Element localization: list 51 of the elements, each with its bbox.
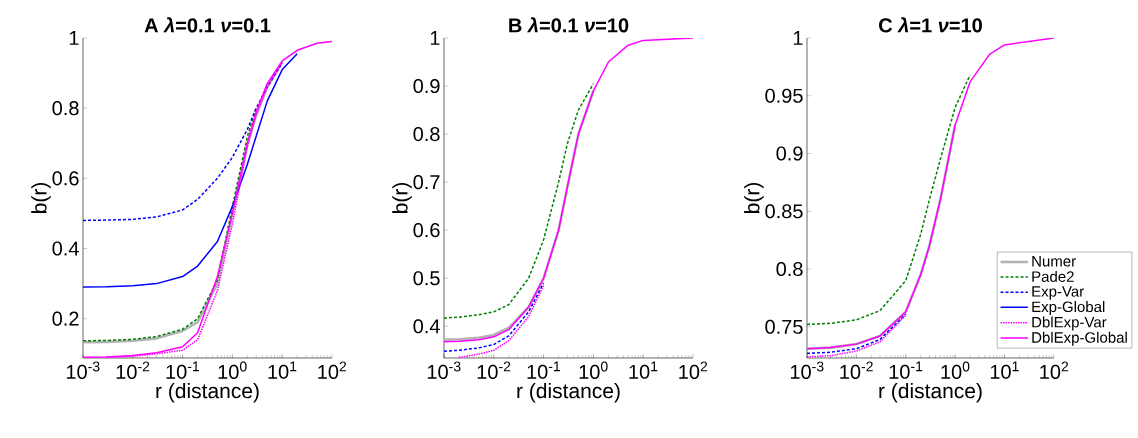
y-tick-label: 0.2 — [52, 311, 79, 326]
x-tick-label: 10$^{2}$ — [679, 361, 708, 380]
y-tick-label: 1 — [69, 31, 79, 45]
x-tick-label: 10$^{2}$ — [318, 361, 347, 380]
y-tick-label: 0.95 — [765, 88, 803, 103]
x-tick-label: 10$^{0}$ — [941, 361, 970, 380]
x-tick-label: 10$^{-1}$ — [527, 361, 561, 379]
y-tick-label: 0.8 — [413, 127, 440, 142]
legend-label: DblExp-Global — [1032, 331, 1127, 346]
chart-title: C λ=1 ν=10 — [879, 17, 982, 33]
y-tick-label: 0.85 — [765, 204, 803, 219]
legend-label: Pade2 — [1032, 270, 1074, 282]
y-tick-label: 1 — [793, 31, 803, 45]
x-tick-label: 10$^{0}$ — [579, 361, 608, 380]
y-tick-label: 0.4 — [52, 241, 79, 256]
x-axis-title: r (distance) — [879, 382, 982, 403]
y-tick-label: 0.4 — [413, 319, 440, 334]
y-tick-label: 1 — [430, 31, 440, 45]
y-axis-title: b(r) — [392, 182, 412, 213]
x-tick-label: 10$^{-3}$ — [66, 361, 100, 380]
legend-label: Numer — [1032, 256, 1076, 267]
chart-title: A λ=0.1 ν=0.1 — [144, 17, 271, 33]
legend-label: DblExp-Var — [1032, 316, 1107, 331]
x-tick-label: 10$^{1}$ — [629, 361, 658, 379]
x-tick-label: 10$^{-1}$ — [889, 361, 923, 379]
legend-label: Exp-Global — [1032, 301, 1105, 316]
x-tick-label: 10$^{1}$ — [990, 361, 1019, 379]
y-tick-label: 0.8 — [776, 261, 803, 277]
y-tick-label: 0.6 — [413, 223, 440, 238]
x-tick-label: 10$^{1}$ — [268, 361, 297, 379]
y-tick-label: 0.9 — [413, 78, 440, 94]
y-tick-label: 0.6 — [52, 171, 79, 186]
x-axis-title: r (distance) — [517, 382, 620, 403]
y-tick-label: 0.7 — [413, 175, 440, 190]
x-tick-label: 10$^{-3}$ — [427, 361, 461, 380]
x-tick-label: 10$^{-3}$ — [790, 361, 824, 380]
y-tick-label: 0.5 — [413, 271, 440, 286]
y-tick-label: 0.9 — [776, 146, 803, 161]
legend-label: Exp-Var — [1032, 286, 1084, 300]
x-tick-label: 10$^{-2}$ — [840, 361, 873, 380]
x-tick-label: 10$^{-2}$ — [116, 361, 150, 380]
chart-title: B λ=0.1 ν=10 — [509, 17, 629, 33]
y-axis-title: b(r) — [744, 182, 764, 213]
x-tick-label: 10$^{0}$ — [218, 361, 247, 380]
x-tick-label: 10$^{-1}$ — [166, 361, 200, 379]
x-tick-label: 10$^{-2}$ — [477, 361, 511, 380]
x-axis-title: r (distance) — [156, 382, 259, 403]
y-axis-title: b(r) — [31, 182, 51, 213]
y-tick-label: 0.75 — [765, 319, 803, 334]
x-tick-label: 10$^{2}$ — [1040, 361, 1069, 380]
y-tick-label: 0.8 — [52, 101, 79, 116]
